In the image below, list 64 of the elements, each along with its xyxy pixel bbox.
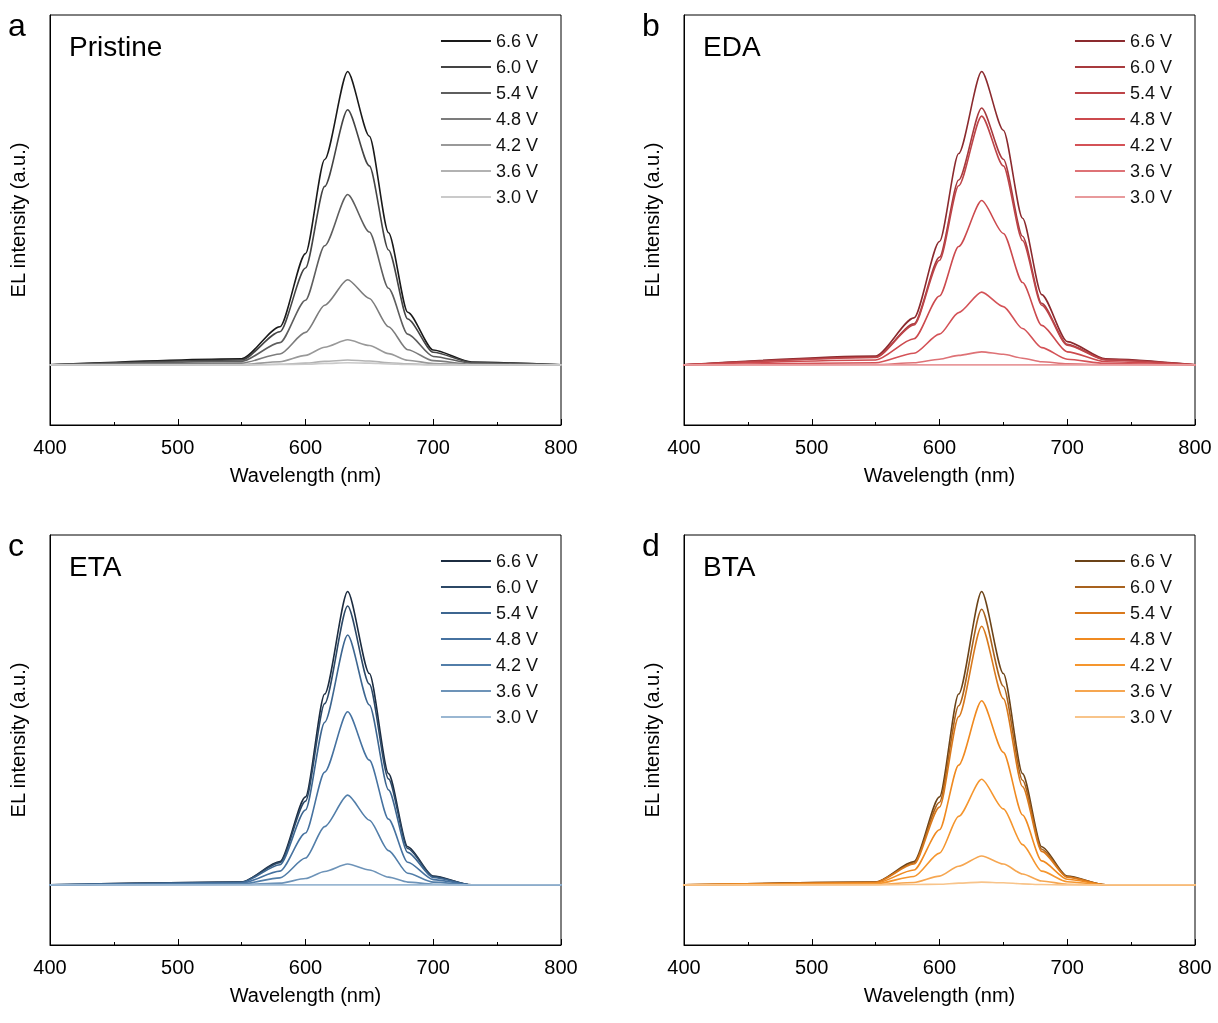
legend-label: 5.4 V <box>1129 83 1172 103</box>
legend-label: 5.4 V <box>495 83 538 103</box>
x-tick-label: 600 <box>922 956 957 978</box>
legend-label: 4.8 V <box>495 109 538 129</box>
legend-label: 3.0 V <box>495 187 538 207</box>
legend-label: 4.8 V <box>1129 629 1172 649</box>
x-tick-label: 600 <box>288 436 323 458</box>
chart-title: EDA <box>703 30 761 62</box>
legend-label: 4.8 V <box>495 629 538 649</box>
legend-label: 6.6 V <box>495 31 538 51</box>
text: d <box>642 527 660 563</box>
legend-label: 4.2 V <box>495 135 538 155</box>
x-tick-label: 700 <box>416 956 450 978</box>
legend-label: 3.6 V <box>495 161 538 181</box>
legend-label: 5.4 V <box>1129 603 1172 623</box>
x-tick-label: 700 <box>1050 436 1084 458</box>
x-tick-label: 400 <box>33 436 67 458</box>
x-tick-label: 700 <box>1050 956 1084 978</box>
text: a <box>8 7 26 43</box>
legend-label: 3.0 V <box>1129 707 1172 727</box>
x-axis-title: Wavelength (nm) <box>863 464 1016 486</box>
legend-label: 3.6 V <box>1129 161 1172 181</box>
legend-label: 3.0 V <box>1129 187 1172 207</box>
legend-label: 6.6 V <box>1129 551 1172 571</box>
legend-label: 3.6 V <box>1129 681 1172 701</box>
legend-label: 3.6 V <box>495 681 538 701</box>
x-tick-label: 700 <box>416 436 450 458</box>
y-axis-title: EL intensity (a.u.) <box>641 662 663 818</box>
chart-title: ETA <box>69 550 122 582</box>
x-tick-label: 500 <box>795 436 829 458</box>
x-axis-title: Wavelength (nm) <box>229 464 382 486</box>
y-axis-title: EL intensity (a.u.) <box>641 142 663 298</box>
chart-title: Pristine <box>69 30 163 62</box>
text: b <box>642 7 660 43</box>
x-tick-label: 500 <box>795 956 829 978</box>
legend-label: 5.4 V <box>495 603 538 623</box>
x-tick-label: 800 <box>544 956 578 978</box>
x-tick-label: 800 <box>1178 436 1212 458</box>
x-axis-title: Wavelength (nm) <box>863 984 1016 1006</box>
text: c <box>8 527 24 563</box>
legend-label: 4.8 V <box>1129 109 1172 129</box>
legend-label: 6.0 V <box>1129 57 1172 77</box>
legend-label: 4.2 V <box>1129 135 1172 155</box>
x-tick-label: 800 <box>544 436 578 458</box>
x-tick-label: 500 <box>161 436 195 458</box>
chart-title: BTA <box>703 550 756 582</box>
x-tick-label: 500 <box>161 956 195 978</box>
legend-label: 6.6 V <box>495 551 538 571</box>
x-tick-label: 400 <box>33 956 67 978</box>
x-tick-label: 600 <box>288 956 323 978</box>
legend-label: 4.2 V <box>1129 655 1172 675</box>
x-tick-label: 800 <box>1178 956 1212 978</box>
legend-label: 6.6 V <box>1129 31 1172 51</box>
x-axis-title: Wavelength (nm) <box>229 984 382 1006</box>
legend-label: 6.0 V <box>495 57 538 77</box>
x-tick-label: 400 <box>667 436 701 458</box>
legend-label: 3.0 V <box>495 707 538 727</box>
x-tick-label: 600 <box>922 436 957 458</box>
legend-label: 6.0 V <box>495 577 538 597</box>
legend-label: 6.0 V <box>1129 577 1172 597</box>
y-axis-title: EL intensity (a.u.) <box>7 662 29 818</box>
x-tick-label: 400 <box>667 956 701 978</box>
legend-label: 4.2 V <box>495 655 538 675</box>
y-axis-title: EL intensity (a.u.) <box>7 142 29 298</box>
